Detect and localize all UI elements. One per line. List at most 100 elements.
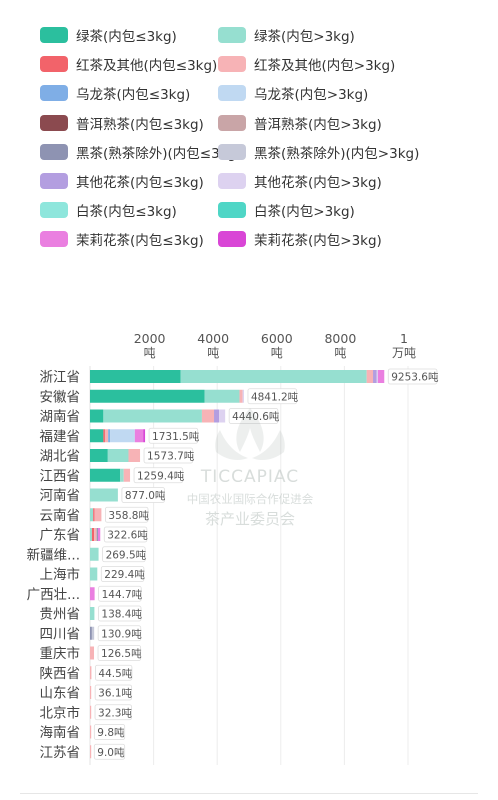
bar-segment[interactable] — [90, 449, 108, 462]
total-label-box — [98, 585, 142, 602]
bar-segment[interactable] — [201, 409, 215, 423]
bar-segment[interactable] — [90, 666, 92, 680]
y-category-label: 江西省 — [40, 468, 81, 484]
total-label: 358.8吨 — [108, 509, 149, 522]
bar-segment[interactable] — [94, 528, 97, 541]
bar-segment[interactable] — [90, 547, 99, 561]
legend-item[interactable]: 普洱熟茶(内包≤3kg) — [40, 113, 204, 133]
grid-lines — [89, 366, 409, 765]
legend-item[interactable]: 红茶及其他(内包>3kg) — [218, 54, 395, 74]
x-tick-unit: 吨 — [334, 346, 346, 360]
bar-segment[interactable] — [214, 409, 220, 423]
bar-segment[interactable] — [90, 626, 92, 640]
total-label: 322.6吨 — [107, 529, 148, 542]
bar-segment[interactable] — [90, 567, 98, 581]
legend-item[interactable]: 其他花茶(内包>3kg) — [218, 171, 382, 191]
x-tick-unit: 吨 — [144, 346, 156, 360]
bar-segment[interactable] — [90, 587, 95, 601]
bar-segment[interactable] — [373, 370, 377, 383]
legend-item[interactable]: 绿茶(内包>3kg) — [218, 25, 355, 45]
total-label-box — [148, 427, 199, 444]
bar-segment[interactable] — [242, 389, 244, 403]
y-category-label: 新疆维... — [27, 547, 80, 563]
y-category-label: 陕西省 — [40, 666, 81, 682]
x-tick-label: 4000 — [197, 331, 229, 346]
bar-segment[interactable] — [90, 745, 92, 759]
bar-segment[interactable] — [104, 429, 109, 443]
legend-label: 白茶(内包>3kg) — [254, 204, 355, 221]
bar-segment[interactable] — [107, 449, 129, 462]
chart-legend: 绿茶(内包≤3kg) 绿茶(内包>3kg) 红茶及其他(内包≤3kg) 红茶及其他(内… — [0, 0, 498, 260]
bar-segment[interactable] — [90, 370, 181, 383]
bar-segment[interactable] — [180, 370, 367, 383]
legend-item[interactable]: 茉莉花茶(内包≤3kg) — [40, 229, 204, 249]
bar-segment[interactable] — [134, 429, 144, 443]
bar-segment[interactable] — [239, 389, 243, 403]
legend-item[interactable]: 普洱熟茶(内包>3kg) — [218, 113, 382, 133]
footer-divider — [20, 793, 478, 794]
bar-segment[interactable] — [90, 686, 92, 699]
bar-segment[interactable] — [103, 409, 202, 423]
legend-label: 黑茶(熟茶除外)(内包>3kg) — [254, 145, 420, 162]
legend-item[interactable]: 乌龙茶(内包>3kg) — [218, 83, 368, 103]
total-label: 144.7吨 — [102, 588, 143, 601]
legend-label: 白茶(内包≤3kg) — [76, 204, 177, 221]
bar-segment[interactable] — [90, 646, 95, 660]
legend-item[interactable]: 黑茶(熟茶除外)(内包>3kg) — [218, 142, 419, 162]
bar-segment[interactable] — [204, 389, 240, 403]
bar-segment[interactable] — [108, 429, 111, 443]
legend-item[interactable]: 其他花茶(内包≤3kg) — [40, 171, 204, 191]
total-label: 126.5吨 — [101, 647, 142, 660]
bar-segment[interactable] — [90, 725, 92, 739]
legend-item[interactable]: 乌龙茶(内包≤3kg) — [40, 83, 190, 103]
bar-segment[interactable] — [143, 429, 146, 443]
bar-segment[interactable] — [90, 429, 104, 443]
total-label: 9.0吨 — [97, 746, 125, 759]
bar-segment[interactable] — [128, 449, 141, 462]
total-label-box — [121, 487, 165, 503]
bar-segment[interactable] — [123, 468, 131, 482]
bar-segment[interactable] — [96, 528, 98, 541]
bar-segment[interactable] — [90, 705, 92, 719]
legend-label: 其他花茶(内包≤3kg) — [76, 175, 204, 191]
legend-swatch — [40, 173, 68, 189]
bar-segment[interactable] — [90, 409, 104, 423]
bar-segment[interactable] — [110, 429, 135, 443]
total-label-box — [95, 664, 133, 681]
legend-item[interactable]: 红茶及其他(内包≤3kg) — [40, 54, 217, 74]
bar-segment[interactable] — [90, 488, 118, 502]
bar-segment[interactable] — [91, 626, 95, 640]
bar-segment[interactable] — [366, 370, 374, 383]
bar-segment[interactable] — [97, 528, 101, 541]
bar-segment[interactable] — [377, 370, 385, 383]
bar-segment[interactable] — [93, 508, 95, 522]
x-tick-label: 6000 — [261, 331, 293, 346]
legend-item[interactable]: 白茶(内包≤3kg) — [40, 200, 177, 220]
bar-segment[interactable] — [103, 429, 105, 443]
bar-segment[interactable] — [90, 508, 94, 522]
legend-swatch — [40, 56, 68, 73]
bar-segment[interactable] — [90, 389, 205, 403]
y-category-label: 广东省 — [40, 528, 81, 544]
bar-segment[interactable] — [376, 370, 378, 383]
legend-item[interactable]: 黑茶(熟茶除外)(内包≤3kg) — [40, 142, 241, 162]
total-label: 4440.6吨 — [232, 410, 280, 423]
total-label: 877.0吨 — [125, 489, 166, 502]
bar-segment[interactable] — [90, 607, 95, 620]
bar-segment[interactable] — [90, 528, 92, 541]
legend-swatch — [218, 114, 246, 131]
total-labels: 9253.6吨 4841.2吨 4440.6吨 1731.5吨 1573.7吨 1259.… — [93, 368, 439, 760]
bar-segment[interactable] — [90, 468, 121, 482]
legend-swatch — [40, 231, 68, 248]
legend-swatch — [218, 202, 246, 219]
legend-item[interactable]: 白茶(内包>3kg) — [218, 200, 355, 220]
bar-segment[interactable] — [91, 528, 95, 541]
bar-segment[interactable] — [120, 468, 124, 482]
total-label-box — [247, 388, 298, 405]
legend-label: 其他花茶(内包>3kg) — [254, 175, 382, 191]
legend-item[interactable]: 绿茶(内包≤3kg) — [40, 25, 177, 45]
bar-segment[interactable] — [219, 409, 226, 423]
total-label-box — [102, 546, 146, 563]
legend-item[interactable]: 茉莉花茶(内包>3kg) — [218, 229, 382, 249]
bar-segment[interactable] — [94, 508, 102, 522]
